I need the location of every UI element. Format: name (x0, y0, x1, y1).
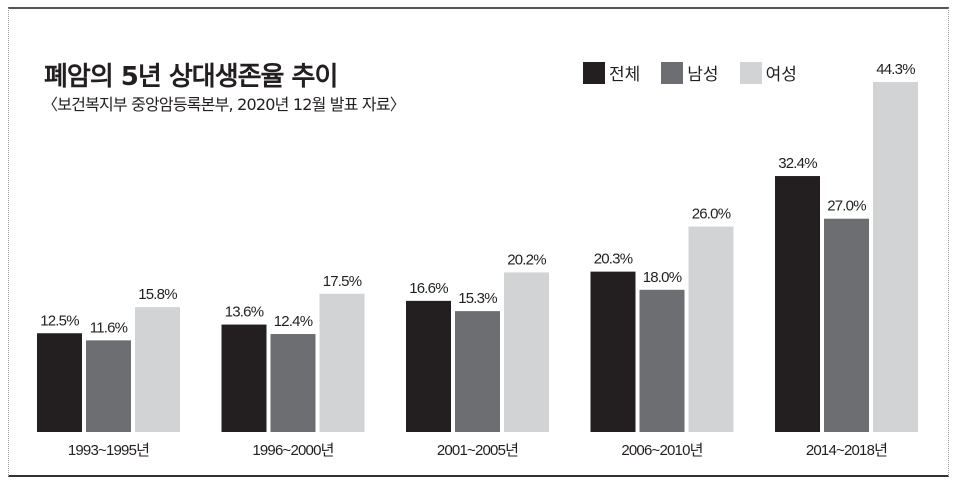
bar-total (590, 271, 636, 432)
data-label-male: 11.6% (90, 319, 128, 336)
data-label-total: 16.6% (409, 280, 448, 297)
legend-swatch-female (739, 61, 762, 84)
data-label-total: 13.6% (225, 304, 264, 321)
legend-label-total: 전체 (609, 65, 641, 85)
legend-label-male: 남성 (687, 65, 719, 85)
data-label-male: 12.4% (274, 313, 313, 330)
bar-total (406, 300, 451, 432)
bar-total (37, 333, 82, 432)
category-label: 2014~2018년 (806, 442, 887, 459)
bar-female (319, 293, 365, 432)
category-label: 2001~2005년 (437, 442, 518, 459)
category-label: 2006~2010년 (621, 442, 702, 459)
data-label-female: 26.0% (692, 206, 731, 223)
bar-total (221, 324, 267, 432)
data-label-female: 17.5% (323, 273, 362, 290)
bar-female (873, 82, 918, 432)
data-label-male: 27.0% (827, 198, 866, 215)
legend-item-female: 여성 (739, 60, 797, 85)
bar-female (504, 272, 549, 432)
bar-female (135, 307, 180, 432)
legend-swatch-total (583, 61, 605, 84)
chart-frame (8, 7, 949, 477)
data-label-female: 20.2% (507, 251, 546, 268)
data-label-female: 44.3% (876, 61, 915, 78)
legend-item-male: 남성 (661, 60, 719, 85)
chart-subtitle: 〈보건복지부 중앙암등록본부, 2020년 12월 발표 자료〉 (42, 95, 406, 114)
category-label: 1996~2000년 (252, 442, 333, 459)
legend-item-total: 전체 (583, 60, 640, 85)
data-label-total: 32.4% (778, 155, 817, 172)
category-label: 1993~1995년 (68, 442, 149, 459)
bar-male (86, 340, 131, 432)
data-label-total: 20.3% (594, 251, 633, 268)
data-label-male: 18.0% (643, 269, 682, 286)
legend: 전체 남성 여성 (583, 60, 818, 85)
chart-title: 폐암의 5년 상대생존율 추이 (44, 62, 338, 92)
data-label-total: 12.5% (40, 312, 79, 329)
bar-male (455, 311, 500, 432)
bar-male (824, 218, 869, 432)
bar-female (688, 226, 734, 432)
legend-label-female: 여성 (765, 65, 797, 85)
bar-male (270, 334, 316, 432)
bar-total (775, 176, 820, 432)
data-label-female: 15.8% (138, 286, 177, 303)
bar-male (639, 289, 685, 432)
legend-swatch-male (661, 61, 684, 84)
data-label-male: 15.3% (458, 290, 497, 307)
